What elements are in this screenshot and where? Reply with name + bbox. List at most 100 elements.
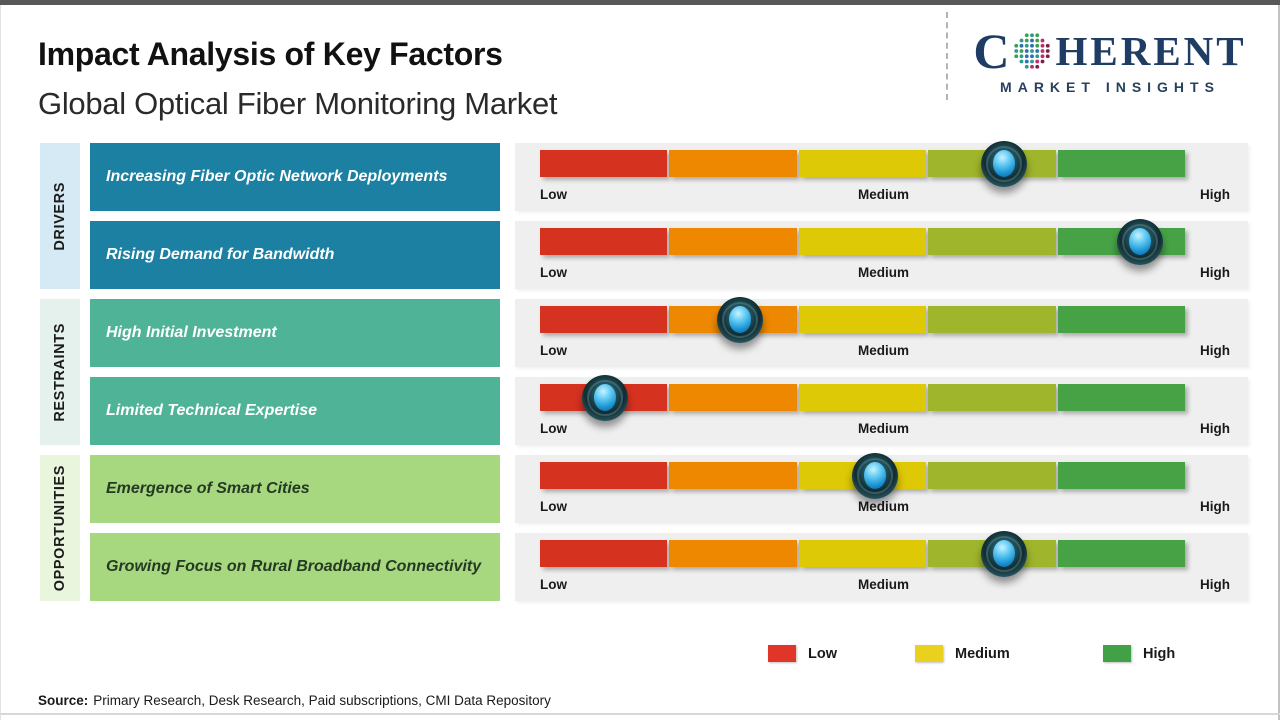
impact-scale-panel: Low Medium High [515, 375, 1248, 445]
bar-segment [928, 306, 1056, 333]
scale-label-low: Low [540, 187, 567, 202]
impact-row: Emergence of Smart Cities Low Medium Hig… [90, 453, 1248, 523]
bar-segment [798, 540, 927, 567]
logo-wordmark: C HERENT [960, 26, 1260, 76]
impact-gradient-bar [540, 540, 1186, 567]
factor-label: Rising Demand for Bandwidth [106, 246, 335, 263]
impact-scale-panel: Low Medium High [515, 141, 1248, 211]
bottom-border-line [0, 713, 1280, 715]
legend-item-low: Low [768, 645, 837, 662]
group-opportunities: OPPORTUNITIES Emergence of Smart Cities … [40, 453, 1248, 601]
legend-label: Medium [955, 645, 1010, 662]
impact-scale-panel: Low Medium High [515, 297, 1248, 367]
group-label: DRIVERS [52, 181, 68, 251]
legend-swatch-high [1103, 645, 1131, 662]
scale-label-medium: Medium [857, 499, 909, 514]
bar-segment [798, 384, 927, 411]
marker-sphere [728, 305, 751, 333]
scale-label-medium: Medium [857, 265, 909, 280]
source-line: Source: Primary Research, Desk Research, … [38, 693, 551, 708]
scale-labels: Low Medium High [540, 265, 1230, 280]
bar-segment [798, 228, 927, 255]
scale-label-high: High [1199, 577, 1230, 592]
scale-label-low: Low [540, 421, 567, 436]
factor-box: Increasing Fiber Optic Network Deploymen… [90, 143, 500, 211]
factor-label: Emergence of Smart Cities [106, 480, 310, 497]
page-subtitle: Global Optical Fiber Monitoring Market [38, 86, 558, 121]
scale-labels: Low Medium High [540, 499, 1230, 514]
impact-gradient-bar [540, 228, 1186, 255]
group-restraints: RESTRAINTS High Initial Investment Low M… [40, 297, 1248, 445]
scale-label-high: High [1199, 499, 1230, 514]
group-label-strip-drivers: DRIVERS [40, 143, 80, 289]
logo-tagline: MARKET INSIGHTS [1000, 79, 1220, 95]
bar-segment [669, 384, 797, 411]
bar-segment [928, 462, 1056, 489]
scale-labels: Low Medium High [540, 421, 1230, 436]
impact-scale-panel: Low Medium High [515, 453, 1248, 523]
scale-label-medium: Medium [857, 187, 909, 202]
source-text: Primary Research, Desk Research, Paid su… [93, 693, 551, 708]
group-label-strip-restraints: RESTRAINTS [40, 299, 80, 445]
scale-label-high: High [1199, 187, 1230, 202]
group-label: OPPORTUNITIES [52, 464, 68, 592]
scale-label-medium: Medium [857, 577, 909, 592]
legend-label: Low [808, 645, 837, 662]
marker-sphere [1128, 227, 1151, 255]
impact-marker [716, 297, 763, 343]
scale-label-high: High [1199, 343, 1230, 358]
impact-gradient-bar [540, 462, 1186, 489]
scale-label-medium: Medium [857, 421, 909, 436]
bar-segment [540, 150, 668, 177]
scale-label-low: Low [540, 343, 567, 358]
marker-sphere [593, 383, 616, 411]
right-border-line [1278, 5, 1280, 720]
bar-segment [540, 228, 668, 255]
impact-gradient-bar [540, 306, 1186, 333]
impact-gradient-bar [540, 384, 1186, 411]
impact-marker [981, 141, 1028, 187]
legend-item-high: High [1103, 645, 1175, 662]
coherent-market-insights-logo: C HERENT MARKET INSIGHTS [960, 26, 1260, 95]
scale-label-high: High [1199, 265, 1230, 280]
top-border-bar [0, 0, 1280, 5]
impact-gradient-bar [540, 150, 1186, 177]
legend-swatch-medium [915, 645, 943, 662]
scale-labels: Low Medium High [540, 577, 1230, 592]
scale-labels: Low Medium High [540, 343, 1230, 358]
legend-item-medium: Medium [915, 645, 1010, 662]
scale-label-low: Low [540, 499, 567, 514]
impact-marker [852, 453, 899, 499]
bar-segment [669, 462, 797, 489]
impact-marker [581, 375, 628, 421]
bar-segment [1057, 462, 1186, 489]
marker-sphere [864, 461, 887, 489]
impact-marker [981, 531, 1028, 577]
impact-scale-panel: Low Medium High [515, 219, 1248, 289]
scale-label-high: High [1199, 421, 1230, 436]
factor-label: High Initial Investment [106, 324, 277, 341]
group-label: RESTRAINTS [52, 322, 68, 422]
marker-sphere [993, 539, 1016, 567]
bar-segment [540, 306, 668, 333]
page-title: Impact Analysis of Key Factors [38, 36, 503, 72]
factor-box: High Initial Investment [90, 299, 500, 367]
factor-box: Growing Focus on Rural Broadband Connect… [90, 533, 500, 601]
logo-letter-c: C [973, 23, 1010, 79]
bar-segment [798, 306, 927, 333]
group-label-strip-opportunities: OPPORTUNITIES [40, 455, 80, 601]
bar-segment [540, 462, 668, 489]
bar-segment [669, 228, 797, 255]
impact-row: High Initial Investment Low Medium High [90, 297, 1248, 367]
factor-label: Increasing Fiber Optic Network Deploymen… [106, 168, 448, 185]
left-border-line [0, 5, 1, 720]
bar-segment [1057, 150, 1186, 177]
impact-row: Limited Technical Expertise Low Medium H… [90, 375, 1248, 445]
factor-label: Limited Technical Expertise [106, 402, 318, 419]
marker-sphere [993, 149, 1016, 177]
bar-segment [928, 228, 1056, 255]
legend-label: High [1143, 645, 1176, 662]
impact-row: Increasing Fiber Optic Network Deploymen… [90, 141, 1248, 211]
bar-segment [540, 540, 668, 567]
